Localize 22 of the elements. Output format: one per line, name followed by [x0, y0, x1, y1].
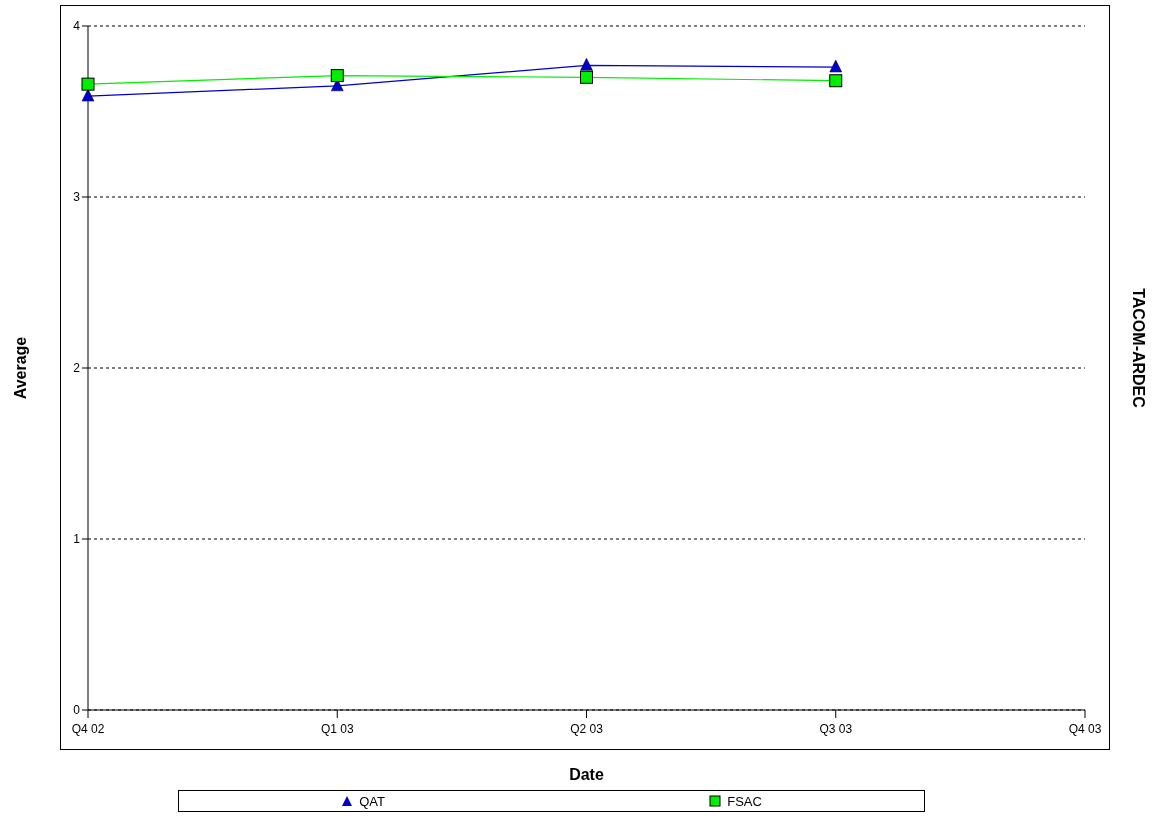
point: [330, 69, 344, 83]
point: [81, 88, 95, 102]
x-tick-label: Q4 02: [71, 721, 105, 736]
legend-label: QAT: [359, 793, 385, 809]
x-axis-title: Date: [569, 766, 604, 783]
x-tick-label: Q1 03: [320, 721, 354, 736]
y-tick-label: 1: [73, 532, 81, 547]
text: TACOM-ARDEC: [1129, 288, 1147, 408]
x-tick-label: Q3 03: [819, 721, 853, 736]
y-axis-title: Average: [11, 336, 29, 400]
legend-label: FSAC: [727, 793, 762, 809]
x-tick-label: Q4 03: [1068, 721, 1102, 736]
point: [580, 70, 593, 84]
point: [829, 74, 843, 88]
y-tick-label: 2: [73, 361, 81, 376]
y-tick-label: 4: [73, 19, 81, 34]
y-tick-label: 0: [73, 703, 81, 718]
x-tick-label: Q2 03: [570, 721, 604, 736]
y-tick-label: 3: [73, 190, 81, 205]
point: [580, 58, 593, 71]
point: [829, 59, 842, 73]
point: [81, 77, 95, 91]
